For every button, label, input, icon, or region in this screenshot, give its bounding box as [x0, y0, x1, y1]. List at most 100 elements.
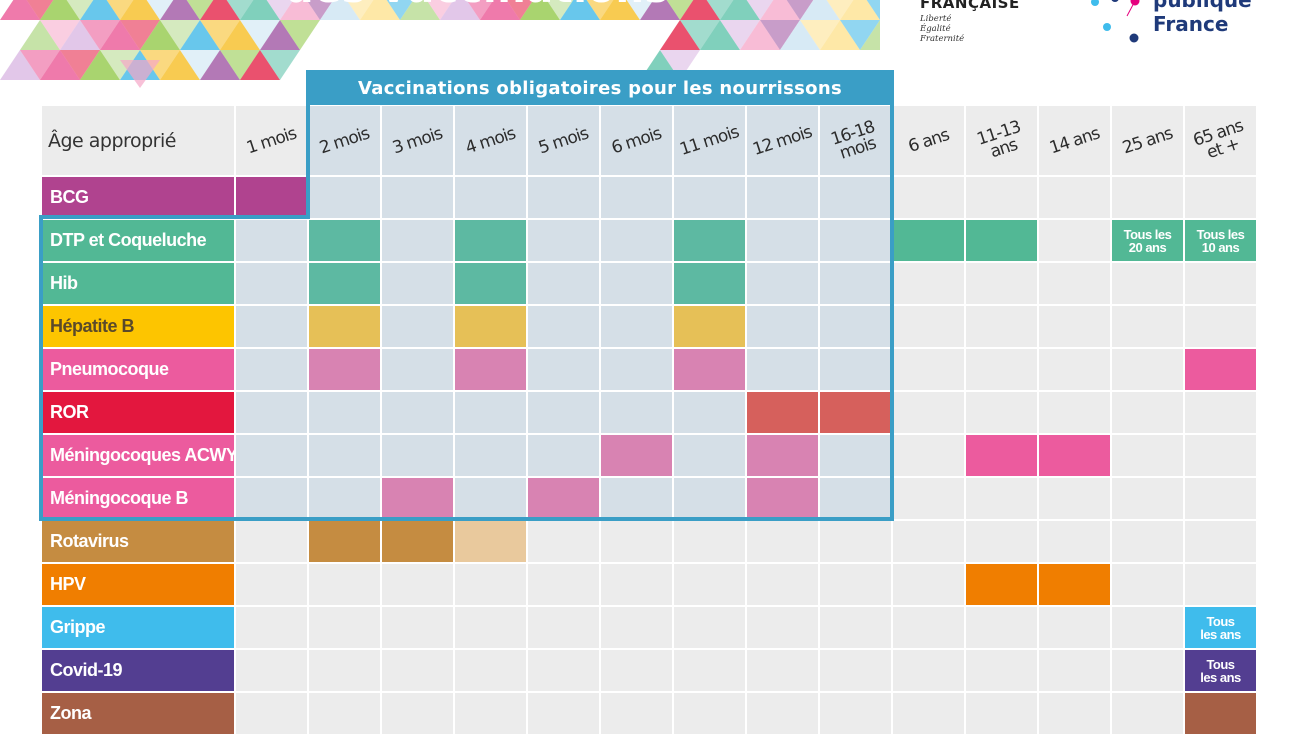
- schedule-dose: Tous les ans: [1185, 607, 1256, 648]
- schedule-cell: [1039, 478, 1110, 519]
- vaccine-name: DTP et Coqueluche: [42, 220, 234, 261]
- schedule-cell: [674, 650, 745, 691]
- spf-line: publique: [1153, 0, 1252, 12]
- schedule-cell: [966, 650, 1037, 691]
- schedule-cell: [893, 435, 964, 476]
- schedule-cell: [382, 349, 453, 390]
- age-header: 3 mois: [382, 106, 453, 175]
- schedule-cell: [674, 177, 745, 218]
- schedule-cell: [382, 392, 453, 433]
- age-label: 4 mois: [463, 123, 518, 158]
- schedule-cell: [820, 177, 891, 218]
- schedule-cell: [1039, 392, 1110, 433]
- schedule-cell: [309, 693, 380, 734]
- schedule-cell: [893, 306, 964, 347]
- schedule-cell: [674, 693, 745, 734]
- schedule-cell: [236, 349, 307, 390]
- schedule-cell: [893, 392, 964, 433]
- schedule-cell: [747, 650, 818, 691]
- age-header: 2 mois: [309, 106, 380, 175]
- schedule-cell: [747, 220, 818, 261]
- schedule-cell: [601, 607, 672, 648]
- vaccine-name: Hib: [42, 263, 234, 304]
- schedule-dose: [674, 220, 745, 261]
- schedule-dose: [455, 220, 526, 261]
- schedule-cell: [1112, 693, 1183, 734]
- schedule-cell: [893, 607, 964, 648]
- schedule-cell: [528, 306, 599, 347]
- schedule-dose: [674, 263, 745, 304]
- schedule-dose: [455, 349, 526, 390]
- schedule-cell: [382, 607, 453, 648]
- schedule-cell: [893, 263, 964, 304]
- vaccine-name: BCG: [42, 177, 234, 218]
- schedule-cell: [893, 478, 964, 519]
- schedule-cell: [674, 607, 745, 648]
- schedule-cell: [1039, 693, 1110, 734]
- schedule-cell: [455, 478, 526, 519]
- schedule-cell: [893, 693, 964, 734]
- age-header: 1 mois: [236, 106, 307, 175]
- schedule-cell: [236, 435, 307, 476]
- schedule-dose: [382, 521, 453, 562]
- age-label: 16-18 mois: [828, 116, 879, 164]
- vaccine-name: Pneumocoque: [42, 349, 234, 390]
- schedule-cell: [1112, 650, 1183, 691]
- schedule-cell: [236, 693, 307, 734]
- schedule-cell: [1112, 392, 1183, 433]
- age-header: 11 mois: [674, 106, 745, 175]
- schedule-cell: [601, 392, 672, 433]
- schedule-dose: [309, 220, 380, 261]
- age-label: 12 mois: [750, 121, 815, 160]
- schedule-cell: [455, 435, 526, 476]
- schedule-cell: [309, 607, 380, 648]
- schedule-cell: [966, 349, 1037, 390]
- schedule-cell: [1112, 607, 1183, 648]
- vaccine-name: Zona: [42, 693, 234, 734]
- schedule-cell: [1039, 607, 1110, 648]
- schedule-cell: [309, 650, 380, 691]
- schedule-cell: [820, 521, 891, 562]
- schedule-cell: [893, 521, 964, 562]
- vaccination-schedule-grid: Âge approprié 1 mois 2 mois 3 mois 4 mois 5 …: [42, 106, 1256, 734]
- spf-text: publique France: [1153, 0, 1252, 36]
- schedule-cell: [966, 177, 1037, 218]
- schedule-cell: [601, 521, 672, 562]
- rf-motto-line: Fraternité: [920, 34, 965, 44]
- schedule-dose: Tous les 20 ans: [1112, 220, 1183, 261]
- schedule-cell: [382, 220, 453, 261]
- schedule-cell: [601, 693, 672, 734]
- schedule-cell: [674, 392, 745, 433]
- vaccine-name: ROR: [42, 392, 234, 433]
- schedule-cell: [1112, 177, 1183, 218]
- schedule-cell: [528, 521, 599, 562]
- schedule-cell: [455, 177, 526, 218]
- schedule-cell: [966, 392, 1037, 433]
- schedule-cell: [382, 263, 453, 304]
- schedule-cell: [893, 650, 964, 691]
- schedule-cell: [1112, 564, 1183, 605]
- schedule-cell: [528, 349, 599, 390]
- schedule-cell: [528, 220, 599, 261]
- schedule-cell: [309, 564, 380, 605]
- schedule-dose: [382, 478, 453, 519]
- schedule-cell: [528, 650, 599, 691]
- age-header: 14 ans: [1039, 106, 1110, 175]
- age-header: 16-18 mois: [820, 106, 891, 175]
- schedule-cell: [236, 607, 307, 648]
- vaccine-name: Méningocoque B: [42, 478, 234, 519]
- schedule-cell: [1185, 564, 1256, 605]
- schedule-cell: [601, 263, 672, 304]
- schedule-dose: [455, 263, 526, 304]
- schedule-cell: [1039, 650, 1110, 691]
- age-header: 65 ans et +: [1185, 106, 1256, 175]
- schedule-cell: [1039, 220, 1110, 261]
- age-header: 25 ans: [1112, 106, 1183, 175]
- schedule-dose: [747, 478, 818, 519]
- schedule-cell: [601, 349, 672, 390]
- schedule-cell: [236, 220, 307, 261]
- schedule-cell: [601, 478, 672, 519]
- schedule-dose: [747, 392, 818, 433]
- schedule-cell: [309, 177, 380, 218]
- age-header: 12 mois: [747, 106, 818, 175]
